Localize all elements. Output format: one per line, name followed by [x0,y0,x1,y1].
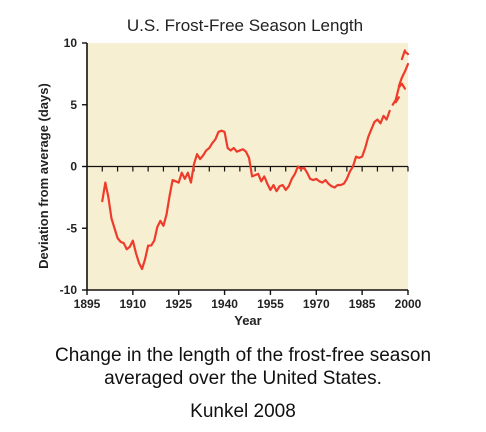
x-tick-label: 1910 [120,297,147,311]
frost-free-season-line-segment [403,50,410,56]
y-tick-label: 0 [70,160,77,174]
y-axis-title: Deviation from average (days) [36,83,51,269]
figure-caption: Change in the length of the frost-free s… [0,344,486,390]
frost-free-season-line-segment [394,96,400,104]
x-tick-label: 1985 [349,297,376,311]
x-tick-label: 2000 [395,297,422,311]
frost-free-season-line-segment [101,109,391,271]
caption-line-1: Change in the length of the frost-free s… [54,345,432,366]
x-tick-label: 1895 [74,297,101,311]
x-tick-label: 1940 [211,297,238,311]
frost-free-season-line-segment [397,62,410,88]
y-tick-label: 10 [64,36,78,50]
x-axis-title: Year [234,313,261,328]
chart-figure: U.S. Frost-Free Season Length -10 -5 0 5 10 1… [36,16,422,328]
source-citation: Kunkel 2008 [190,401,296,422]
frost-free-line-chart: U.S. Frost-Free Season Length -10 -5 0 5 10 1… [36,16,422,328]
frost-free-season-line-segment [391,82,407,106]
x-tick-label: 1925 [165,297,192,311]
x-tick-label: 1955 [257,297,284,311]
x-tick-label: 1970 [303,297,330,311]
y-tick-label: -10 [60,283,78,297]
y-tick-label: -5 [66,221,77,235]
caption-line-2: averaged over the United States. [104,368,382,389]
y-tick-label: 5 [70,98,77,112]
data-lines [101,49,410,271]
chart-title: U.S. Frost-Free Season Length [127,16,363,35]
ticks: -10 -5 0 5 10 1895 1910 1925 1940 1955 1970 1985 200… [60,36,422,311]
